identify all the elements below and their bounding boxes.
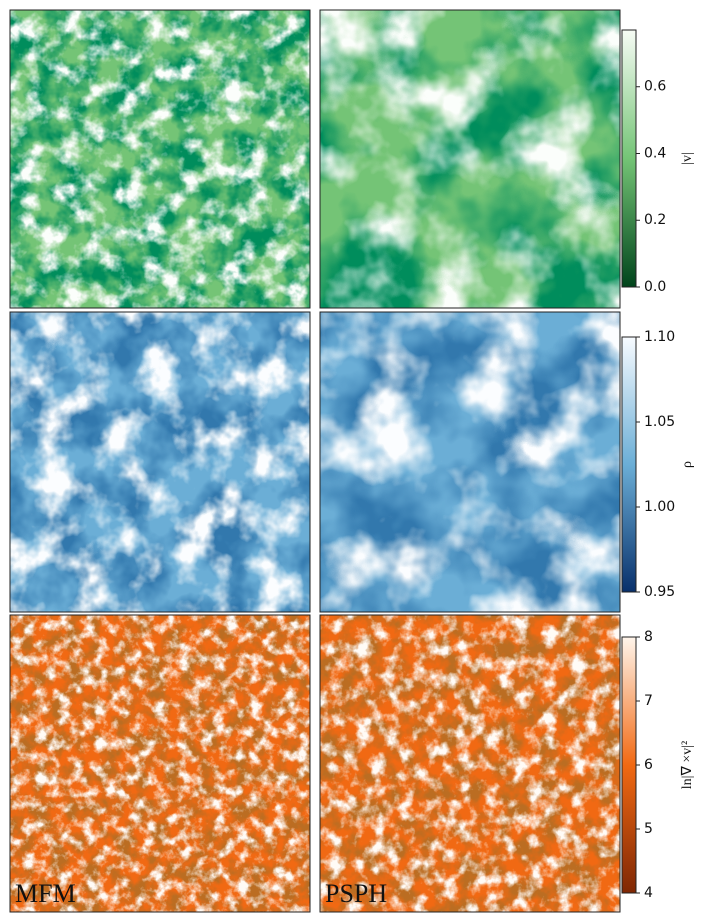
colorbar-tick-label: 1.05 <box>644 414 675 430</box>
colorbar-tick-label: 0.2 <box>644 212 666 228</box>
colorbar <box>621 636 637 894</box>
panel-texture-light <box>10 615 310 912</box>
panel-texture-light <box>10 10 310 308</box>
colorbar-tick-label: 0.95 <box>644 584 675 600</box>
panel-frame <box>319 311 621 613</box>
colorbar-tick-label: 7 <box>644 693 653 709</box>
panel-texture-light <box>320 312 620 612</box>
panel-frame <box>9 311 311 613</box>
panel-frame <box>9 614 311 913</box>
panel-frame <box>9 9 311 309</box>
panel-frame <box>319 614 621 913</box>
colorbar-tick-label: 0.6 <box>644 79 666 95</box>
colorbar-tick-label: 5 <box>644 821 653 837</box>
colorbar-tick-label: 4 <box>644 885 653 901</box>
colorbar-tick-label: 8 <box>644 629 653 645</box>
colorbar-tick-label: 0.0 <box>644 279 666 295</box>
colorbar-label: ρ <box>680 461 695 468</box>
colorbar-tick-label: 1.00 <box>644 499 675 515</box>
panel-texture-light <box>320 10 620 308</box>
panel-texture-light <box>10 312 310 612</box>
colorbar-label: ln|∇ ×v|² <box>680 741 695 789</box>
colorbar-tick-label: 1.10 <box>644 329 675 345</box>
colorbar <box>621 336 637 593</box>
colorbar <box>621 29 637 288</box>
colorbar-tick-label: 6 <box>644 757 653 773</box>
panel-texture-light <box>320 615 620 912</box>
column-label: MFM <box>15 879 76 908</box>
colorbar-label: |v| <box>680 152 695 165</box>
colorbar-tick-label: 0.4 <box>644 145 666 161</box>
column-label: PSPH <box>325 879 387 908</box>
panel-frame <box>319 9 621 309</box>
